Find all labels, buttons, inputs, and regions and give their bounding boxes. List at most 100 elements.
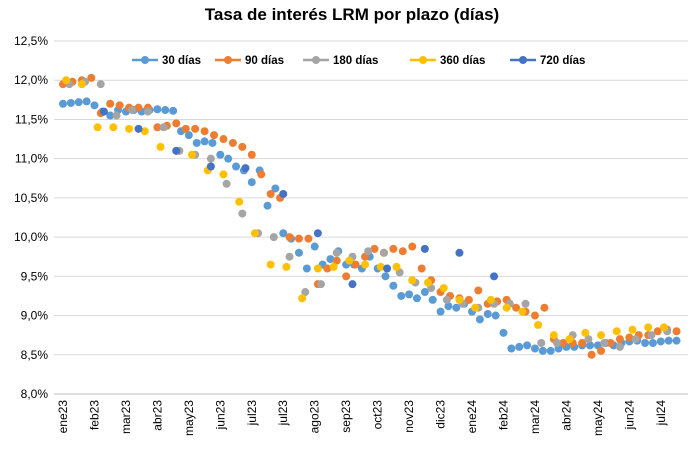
series-720-días bbox=[99, 107, 499, 289]
data-point bbox=[471, 303, 480, 312]
data-point bbox=[672, 327, 681, 336]
x-tick-label: ene23 bbox=[56, 400, 70, 434]
x-tick-label: ago23 bbox=[308, 400, 322, 434]
data-point bbox=[586, 341, 595, 350]
legend-label: 90 días bbox=[245, 55, 284, 67]
data-point bbox=[549, 331, 558, 340]
x-tick-label: jul24 bbox=[654, 400, 668, 427]
data-point bbox=[96, 80, 105, 89]
data-point bbox=[597, 331, 606, 340]
data-point bbox=[389, 281, 398, 290]
data-point bbox=[99, 107, 108, 116]
data-point bbox=[87, 73, 96, 82]
x-tick-label: sep23 bbox=[339, 400, 353, 433]
data-point bbox=[66, 98, 75, 107]
data-point bbox=[159, 123, 168, 132]
x-tick-label: jul23 bbox=[245, 400, 259, 427]
data-point bbox=[257, 170, 266, 179]
data-point bbox=[298, 294, 307, 303]
data-point bbox=[301, 288, 310, 297]
data-point bbox=[615, 335, 624, 344]
x-tick-label: abr23 bbox=[150, 400, 164, 431]
data-point bbox=[641, 339, 650, 348]
legend-marker bbox=[419, 56, 427, 64]
data-point bbox=[412, 294, 421, 303]
data-point bbox=[143, 107, 152, 116]
data-point bbox=[82, 97, 91, 106]
data-point bbox=[379, 248, 388, 257]
legend-marker bbox=[141, 56, 149, 64]
data-point bbox=[232, 162, 241, 171]
data-point bbox=[181, 124, 190, 133]
data-point bbox=[206, 154, 215, 163]
data-point bbox=[397, 291, 406, 300]
y-tick-label: 8,5% bbox=[21, 348, 49, 362]
x-tick-label: feb24 bbox=[496, 400, 510, 430]
data-point bbox=[455, 248, 464, 257]
x-tick-label: mar24 bbox=[528, 400, 542, 434]
data-point bbox=[405, 290, 414, 299]
data-point bbox=[475, 315, 484, 324]
data-point bbox=[74, 98, 83, 107]
data-point bbox=[224, 154, 233, 163]
data-point bbox=[455, 295, 464, 304]
data-point bbox=[228, 138, 237, 147]
data-point bbox=[420, 288, 429, 297]
data-point bbox=[59, 99, 67, 108]
x-tick-label: abr24 bbox=[559, 400, 573, 431]
data-point bbox=[285, 252, 294, 261]
data-point bbox=[540, 303, 549, 312]
data-point bbox=[156, 142, 165, 151]
y-tick-label: 10,0% bbox=[14, 230, 48, 244]
data-point bbox=[90, 101, 99, 110]
data-point bbox=[647, 331, 656, 340]
data-point bbox=[515, 342, 524, 351]
data-point bbox=[428, 295, 437, 304]
gridlines bbox=[54, 40, 688, 356]
data-point bbox=[191, 124, 200, 133]
data-point bbox=[235, 197, 244, 206]
x-tick-label: ene24 bbox=[465, 400, 479, 434]
data-point bbox=[200, 137, 209, 146]
legend-label: 360 días bbox=[440, 55, 485, 67]
data-point bbox=[342, 272, 351, 281]
data-point bbox=[512, 303, 521, 312]
data-point bbox=[442, 295, 451, 304]
data-point bbox=[565, 335, 574, 344]
x-tick-label: mar23 bbox=[119, 400, 133, 434]
data-point bbox=[128, 106, 137, 115]
data-point bbox=[172, 119, 181, 128]
data-point bbox=[644, 323, 653, 332]
data-point bbox=[106, 111, 115, 120]
data-point bbox=[664, 336, 673, 345]
data-point bbox=[210, 131, 219, 140]
data-point bbox=[474, 286, 483, 295]
chart-title: Tasa de interés LRM por plazo (días) bbox=[205, 5, 499, 24]
data-point bbox=[313, 229, 322, 238]
data-point bbox=[587, 350, 596, 359]
data-point bbox=[423, 278, 432, 287]
x-tick-label: jun23 bbox=[213, 400, 227, 431]
data-point bbox=[153, 105, 162, 114]
data-point bbox=[530, 311, 539, 320]
data-point bbox=[546, 346, 555, 355]
data-point bbox=[134, 103, 143, 112]
y-axis-labels: 8,0% 8,5% 9,0% 9,5% 10,0% 10,5% 11,0% 11,5% 12,0… bbox=[14, 34, 48, 401]
data-point bbox=[313, 264, 322, 273]
data-point bbox=[188, 150, 197, 159]
data-point bbox=[247, 150, 256, 159]
data-point bbox=[523, 341, 532, 350]
data-point bbox=[294, 248, 303, 257]
data-point bbox=[606, 339, 615, 348]
data-point bbox=[238, 209, 247, 218]
data-point bbox=[653, 327, 662, 336]
data-point bbox=[241, 164, 250, 173]
data-point bbox=[376, 262, 385, 271]
data-point bbox=[537, 339, 546, 348]
data-point bbox=[559, 339, 568, 348]
data-point bbox=[351, 260, 360, 269]
data-point bbox=[392, 262, 401, 271]
data-point bbox=[106, 99, 115, 108]
data-point bbox=[361, 260, 370, 269]
data-point bbox=[266, 189, 275, 198]
